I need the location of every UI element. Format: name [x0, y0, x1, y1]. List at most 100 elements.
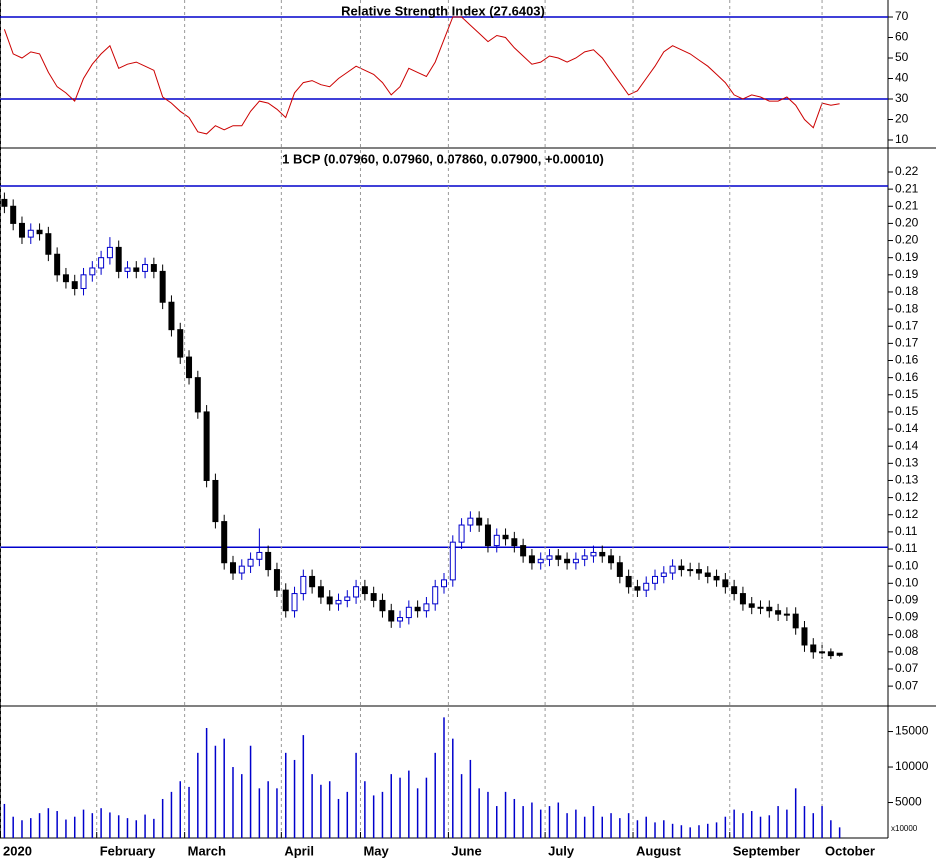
candle-body	[247, 558, 254, 567]
y-tick-label: 20	[895, 112, 909, 126]
y-tick-label: 0.14	[895, 421, 919, 435]
y-tick-label: 5000	[895, 795, 922, 809]
y-tick-label: 0.11	[895, 541, 918, 555]
candle-body	[124, 267, 131, 272]
candle-body	[493, 534, 500, 547]
candle-body	[528, 555, 535, 564]
y-tick-label: 0.19	[895, 250, 919, 264]
candle-body	[1, 198, 8, 207]
candle-body	[379, 599, 386, 612]
candle-body	[300, 575, 307, 595]
candle-body	[150, 264, 157, 272]
y-tick-label: 0.22	[895, 164, 919, 178]
candle-body	[361, 586, 368, 595]
candle-body	[467, 517, 474, 526]
x-tick-label: 2020	[3, 843, 32, 858]
y-tick-label: 70	[895, 9, 909, 23]
x-tick-label: October	[825, 843, 875, 858]
y-tick-label: 0.08	[895, 627, 919, 641]
candle-body	[836, 652, 843, 656]
candle-body	[458, 524, 465, 543]
y-tick-label: 0.18	[895, 284, 919, 298]
candle-body	[186, 356, 193, 379]
y-tick-label: 0.14	[895, 438, 919, 452]
candle-body	[10, 205, 17, 224]
candle-body	[106, 246, 113, 259]
candle-body	[783, 613, 790, 616]
candle-body	[511, 538, 518, 547]
candle-body	[115, 246, 122, 272]
candle-body	[71, 281, 78, 290]
candle-body	[713, 575, 720, 581]
unit-label: x10000	[891, 824, 918, 833]
candle-body	[652, 575, 659, 584]
candle-body	[819, 651, 826, 654]
y-tick-label: 60	[895, 30, 909, 44]
candle-body	[731, 586, 738, 595]
x-tick-label: June	[451, 843, 481, 858]
candle-body	[229, 562, 236, 574]
candle-body	[564, 558, 571, 564]
candle-body	[739, 593, 746, 605]
y-tick-label: 15000	[895, 724, 929, 738]
candle-body	[757, 606, 764, 609]
candle-body	[695, 569, 702, 574]
candle-body	[45, 233, 52, 255]
rsi-line	[3, 16, 840, 135]
y-tick-label: 0.21	[895, 198, 919, 212]
candle-body	[388, 610, 395, 622]
y-tick-label: 0.12	[895, 490, 919, 504]
y-tick-label: 0.12	[895, 507, 919, 521]
candle-body	[344, 596, 351, 601]
y-tick-label: 0.15	[895, 387, 919, 401]
x-tick-label: September	[733, 843, 800, 858]
candle-body	[572, 558, 579, 564]
candle-body	[335, 599, 342, 605]
candle-body	[18, 222, 25, 238]
candle-body	[669, 565, 676, 574]
candle-body	[748, 603, 755, 608]
candle-body	[317, 586, 324, 598]
candle-body	[678, 565, 685, 571]
candle-body	[484, 524, 491, 547]
y-tick-label: 0.18	[895, 301, 919, 315]
y-tick-label: 0.19	[895, 267, 919, 281]
y-tick-label: 0.10	[895, 558, 919, 572]
candle-body	[722, 579, 729, 588]
y-tick-label: 0.11	[895, 524, 918, 538]
candle-body	[775, 610, 782, 615]
candle-body	[98, 257, 105, 269]
candle-body	[265, 551, 272, 571]
candle-body	[449, 541, 456, 581]
y-tick-label: 0.08	[895, 644, 919, 658]
x-tick-label: May	[363, 843, 389, 858]
candle-body	[168, 301, 175, 331]
candle-body	[273, 569, 280, 591]
candle-body	[827, 651, 834, 657]
candle-body	[291, 593, 298, 612]
candle-body	[62, 274, 69, 283]
panel-title: 1 BCP (0.07960, 0.07960, 0.07860, 0.0790…	[282, 151, 604, 166]
x-tick-label: April	[284, 843, 314, 858]
candle-body	[397, 617, 404, 622]
candle-body	[625, 575, 632, 588]
candle-body	[423, 603, 430, 612]
y-tick-label: 50	[895, 50, 909, 64]
candle-body	[256, 551, 263, 560]
candle-body	[546, 555, 553, 560]
candle-body	[282, 589, 289, 612]
x-tick-label: July	[548, 843, 575, 858]
x-tick-label: August	[636, 843, 681, 858]
y-tick-label: 0.17	[895, 336, 919, 350]
candle-body	[159, 270, 166, 303]
candle-body	[36, 229, 43, 235]
y-tick-label: 0.09	[895, 593, 919, 607]
candle-body	[353, 586, 360, 598]
candle-body	[238, 565, 245, 574]
candle-body	[203, 411, 210, 481]
candle-body	[608, 555, 615, 564]
x-tick-label: March	[188, 843, 226, 858]
y-tick-label: 0.10	[895, 575, 919, 589]
